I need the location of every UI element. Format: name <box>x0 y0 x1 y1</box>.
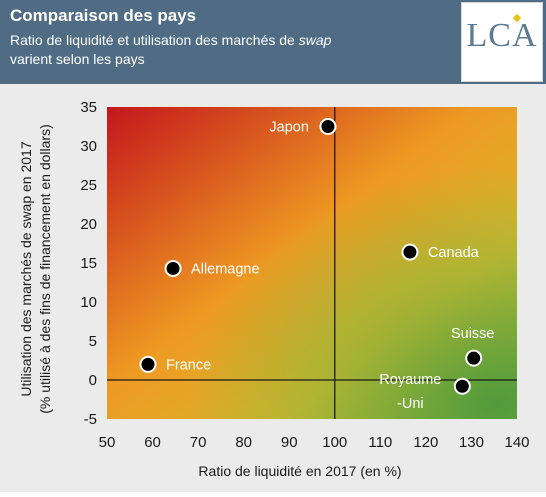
x-tick-label: 70 <box>190 434 207 451</box>
data-label-line2: -Uni <box>397 396 424 412</box>
scatter-chart: 50 60 70 80 90 100 110 120 130 140 -5 0 5 10 15 20 25 30 3… <box>18 99 530 479</box>
x-tick-label: 120 <box>413 434 438 451</box>
chart-title: Comparaison des pays <box>10 6 197 25</box>
x-tick-label: 140 <box>504 434 529 451</box>
data-label: France <box>166 357 211 373</box>
y-axis-label-secondary: (% utilisé à des fins de financement en … <box>37 124 53 413</box>
subtitle-line1-text: Ratio de liquidité et utilisation des ma… <box>10 32 299 48</box>
x-tick-label: 100 <box>322 434 347 451</box>
logo-text: LCA <box>466 17 538 54</box>
x-axis-label: Ratio de liquidité en 2017 (en %) <box>198 463 401 479</box>
chart-area: 50 60 70 80 90 100 110 120 130 140 -5 0 5 10 15 20 25 30 3… <box>0 84 546 492</box>
subtitle-emphasis: swap <box>298 32 332 48</box>
data-label: Canada <box>428 245 480 261</box>
y-tick-label: -5 <box>84 411 97 428</box>
y-tick-label: 5 <box>89 333 97 350</box>
x-tick-label: 90 <box>281 434 298 451</box>
lca-logo: LCA <box>461 2 543 82</box>
subtitle-line2-text: varient selon les pays <box>10 51 145 67</box>
y-axis-label: Utilisation des marchés de swap en 2017 <box>18 141 34 396</box>
data-label: Royaume <box>379 372 441 388</box>
data-label: Suisse <box>451 326 495 342</box>
y-tick-label: 0 <box>89 372 97 389</box>
y-tick-label: 35 <box>80 99 97 116</box>
data-point <box>401 243 419 261</box>
chart-subtitle: Ratio de liquidité et utilisation des ma… <box>10 31 440 69</box>
x-tick-label: 110 <box>368 434 392 451</box>
y-tick-label: 10 <box>80 294 97 311</box>
header-banner: Comparaison des pays Ratio de liquidité … <box>0 0 546 84</box>
y-tick-label: 15 <box>80 255 97 272</box>
x-tick-label: 60 <box>144 434 161 451</box>
data-point <box>453 377 471 395</box>
x-tick-label: 80 <box>235 434 252 451</box>
x-tick-label: 130 <box>459 434 484 451</box>
data-point <box>164 259 182 277</box>
data-point <box>319 118 337 135</box>
data-point <box>139 355 157 373</box>
y-tick-label: 20 <box>80 216 97 233</box>
y-tick-label: 25 <box>80 177 97 194</box>
data-point <box>465 349 483 367</box>
y-tick-label: 30 <box>80 138 97 155</box>
x-tick-label: 50 <box>99 434 116 451</box>
data-label: Allemagne <box>191 261 260 277</box>
data-label: Japon <box>269 120 309 136</box>
